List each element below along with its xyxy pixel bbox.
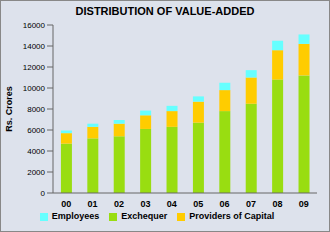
html-text:DISTRIBUTION OF VALUE-ADDED: DISTRIBUTION OF VALUE-ADDED <box>75 5 255 17</box>
svg-text:01: 01 <box>88 199 98 209</box>
svg-text:05: 05 <box>193 199 203 209</box>
svg-text:10000: 10000 <box>23 84 46 93</box>
svg-text:16000: 16000 <box>23 21 46 30</box>
svg-text:06: 06 <box>220 199 230 209</box>
html-text:Employees: Employees <box>51 211 100 221</box>
svg-text:Rs. Crores: Rs. Crores <box>8 86 14 132</box>
svg-text:6000: 6000 <box>27 126 45 135</box>
svg-text:00: 00 <box>61 199 71 209</box>
svg-text:03: 03 <box>140 199 150 209</box>
svg-text:09: 09 <box>299 199 309 209</box>
svg-text:14000: 14000 <box>23 42 46 51</box>
svg-text:08: 08 <box>272 199 282 209</box>
svg-text:12000: 12000 <box>23 63 46 72</box>
svg-text:02: 02 <box>114 199 124 209</box>
svg-text:07: 07 <box>246 199 256 209</box>
svg-text:4000: 4000 <box>27 147 45 156</box>
html-text:Providers of Capital: Providers of Capital <box>189 211 275 221</box>
svg-text:0: 0 <box>41 189 46 198</box>
html-text:Exchequer: Exchequer <box>121 211 168 221</box>
svg-text:2000: 2000 <box>27 168 45 177</box>
svg-text:8000: 8000 <box>27 105 45 114</box>
svg-text:04: 04 <box>167 199 177 209</box>
